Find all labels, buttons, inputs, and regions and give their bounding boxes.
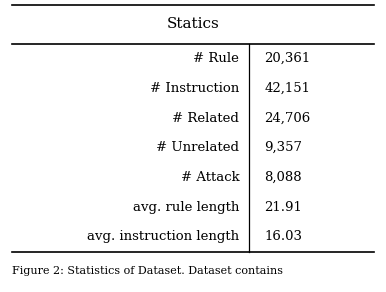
Text: 8,088: 8,088	[264, 171, 302, 184]
Text: Figure 2: Statistics of Dataset. Dataset contains: Figure 2: Statistics of Dataset. Dataset…	[12, 266, 283, 276]
Text: # Unrelated: # Unrelated	[156, 141, 239, 154]
Text: 21.91: 21.91	[264, 201, 302, 214]
Text: 9,357: 9,357	[264, 141, 302, 154]
Text: # Attack: # Attack	[181, 171, 239, 184]
Text: 20,361: 20,361	[264, 52, 311, 65]
Text: # Related: # Related	[173, 112, 239, 124]
Text: avg. instruction length: avg. instruction length	[87, 230, 239, 244]
Text: 16.03: 16.03	[264, 230, 302, 244]
Text: # Rule: # Rule	[193, 52, 239, 65]
Text: Statics: Statics	[167, 18, 219, 32]
Text: avg. rule length: avg. rule length	[133, 201, 239, 214]
Text: 24,706: 24,706	[264, 112, 311, 124]
Text: 42,151: 42,151	[264, 82, 310, 95]
Text: # Instruction: # Instruction	[150, 82, 239, 95]
